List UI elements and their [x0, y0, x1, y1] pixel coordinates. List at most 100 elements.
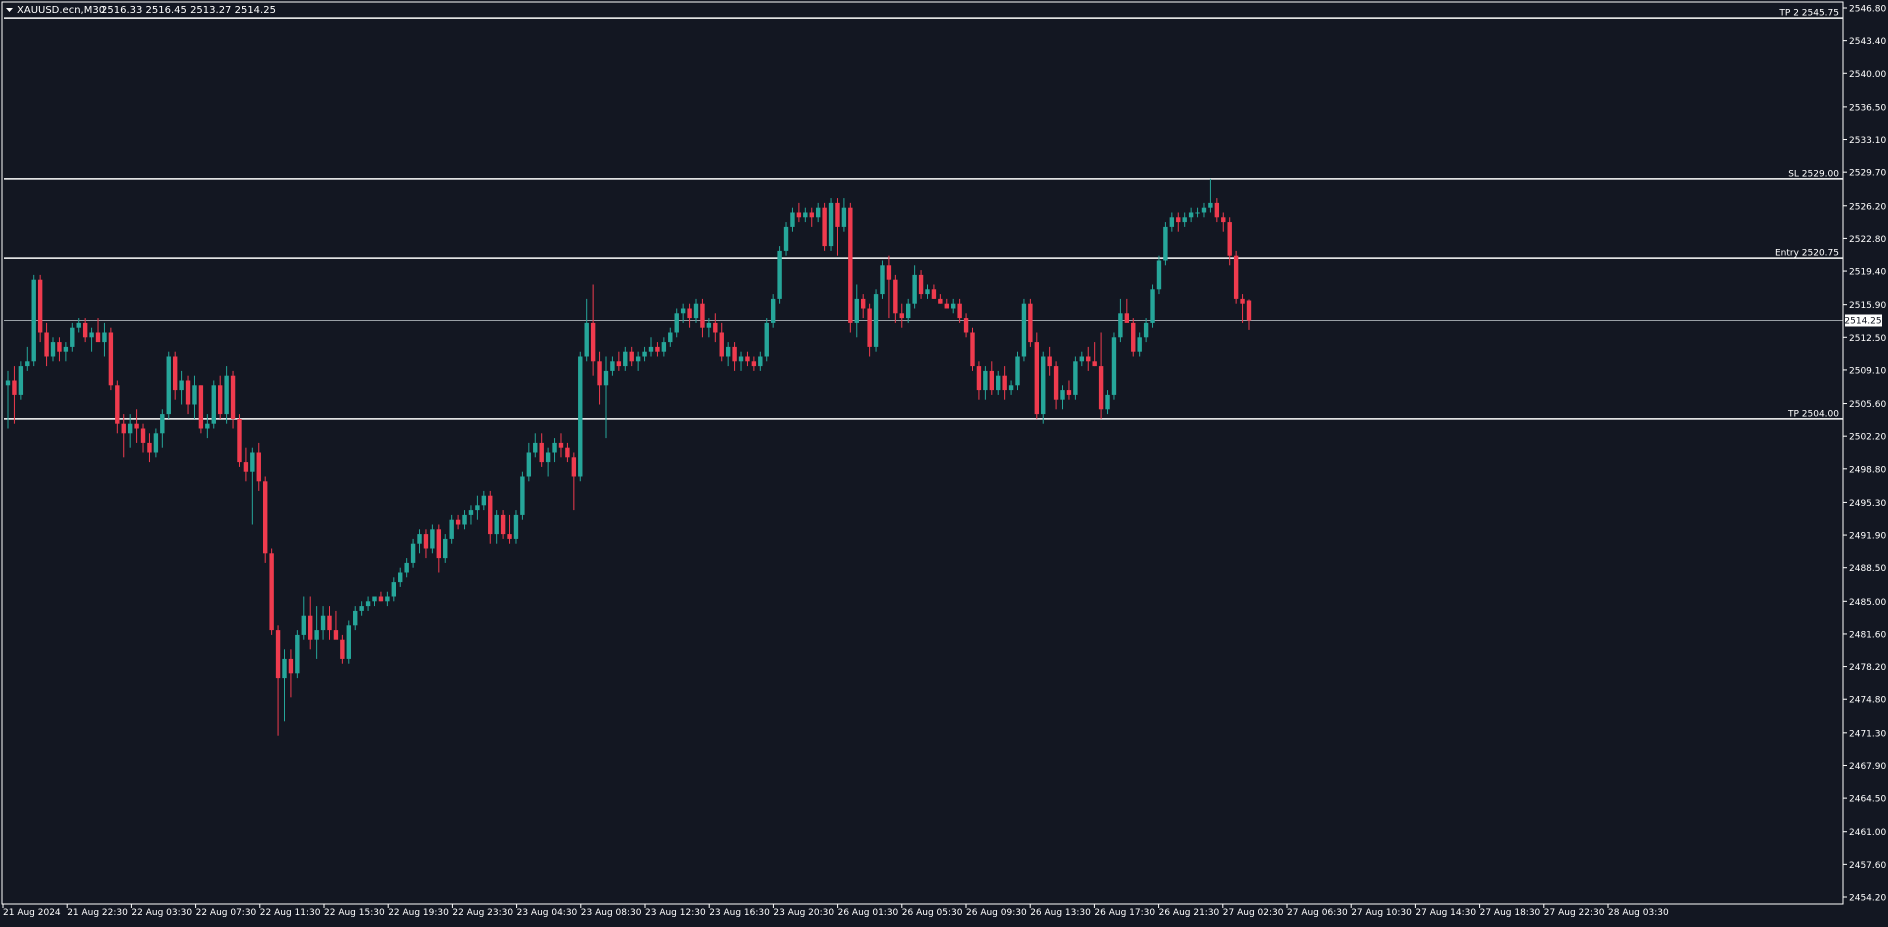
candle-body — [275, 630, 281, 679]
x-axis-tick-label: 23 Aug 04:30 — [517, 908, 578, 918]
candle — [545, 447, 551, 477]
candle-body — [970, 332, 975, 367]
candle-body — [185, 380, 191, 405]
candle-body — [983, 370, 988, 391]
candle — [809, 207, 814, 227]
candle-body — [848, 207, 853, 323]
candle-body — [1131, 322, 1136, 352]
candle-body — [385, 596, 390, 602]
candle — [1143, 318, 1149, 343]
candle — [147, 433, 152, 463]
candle — [102, 322, 107, 357]
candle-body — [725, 346, 731, 357]
candle-body — [391, 582, 396, 597]
x-axis-tick-label: 22 Aug 15:30 — [324, 908, 385, 918]
x-axis-tick-label: 26 Aug 01:30 — [838, 908, 899, 918]
candle — [1124, 298, 1130, 323]
candle — [1163, 222, 1168, 266]
candle-body — [893, 279, 898, 314]
candle — [398, 567, 403, 587]
candle — [770, 294, 776, 328]
candle — [629, 346, 634, 367]
candle — [764, 318, 769, 362]
x-axis-tick-label: 22 Aug 11:30 — [260, 908, 321, 918]
candle — [925, 284, 930, 299]
candle — [494, 510, 499, 544]
candle — [610, 356, 615, 376]
candle — [539, 433, 544, 467]
candle-body — [365, 601, 371, 607]
candle — [269, 548, 274, 635]
candle-body — [243, 462, 249, 472]
candle — [314, 606, 319, 659]
x-axis-tick-label: 26 Aug 09:30 — [966, 908, 1027, 918]
candle — [732, 342, 737, 371]
x-axis-tick-label: 23 Aug 12:30 — [645, 908, 706, 918]
candle-body — [578, 356, 583, 477]
symbol-timeframe: XAUUSD.ecn,M30 — [17, 5, 105, 16]
candle-body — [314, 630, 319, 640]
candle — [938, 294, 943, 304]
candle-body — [867, 308, 872, 347]
candle-body — [738, 356, 744, 362]
candle — [880, 260, 885, 299]
candle — [738, 351, 744, 371]
candle — [815, 202, 821, 223]
candle-body — [1227, 222, 1232, 256]
candle — [179, 370, 184, 405]
candle — [211, 380, 216, 429]
candle — [1227, 217, 1232, 266]
candle-body — [841, 207, 847, 227]
candle-body — [655, 346, 660, 352]
x-axis-tick-label: 27 Aug 06:30 — [1287, 908, 1348, 918]
candle — [963, 313, 969, 338]
candle-body — [809, 212, 814, 218]
candle-body — [481, 495, 487, 506]
candle-body — [462, 514, 467, 525]
x-axis-tick-label: 22 Aug 07:30 — [196, 908, 257, 918]
candle-body — [758, 356, 763, 367]
y-axis-tick-label: 2491.90 — [1849, 532, 1886, 542]
y-axis-tick-label: 2471.30 — [1849, 729, 1886, 739]
candle — [835, 198, 840, 256]
candle — [449, 514, 454, 544]
candle-body — [1098, 366, 1104, 410]
y-axis-tick-label: 2498.80 — [1849, 465, 1886, 475]
x-axis-tick-label: 27 Aug 22:30 — [1544, 908, 1605, 918]
candle-body — [108, 332, 114, 386]
dropdown-triangle-icon[interactable] — [6, 8, 13, 12]
candle — [70, 322, 75, 352]
candle — [507, 514, 512, 544]
candle — [1015, 351, 1020, 391]
candle-body — [346, 625, 351, 659]
candle-body — [217, 385, 223, 415]
candle — [578, 351, 583, 482]
candle-body — [854, 298, 859, 323]
candle — [134, 409, 139, 443]
candle-body — [745, 356, 750, 362]
x-axis-tick-label: 22 Aug 19:30 — [388, 908, 449, 918]
candle — [18, 361, 24, 400]
candle — [1053, 361, 1059, 410]
candle-body — [89, 332, 94, 338]
candle — [82, 318, 88, 343]
candle — [1047, 346, 1052, 376]
candle — [1028, 298, 1033, 347]
candle-body — [1008, 385, 1014, 391]
candle-body — [1111, 337, 1117, 395]
candle — [848, 202, 853, 333]
candle — [1214, 198, 1220, 223]
candle — [1182, 212, 1187, 227]
candle-body — [308, 615, 313, 640]
candle — [513, 510, 519, 544]
candle — [185, 375, 191, 415]
candle-body — [1053, 366, 1059, 400]
candle — [192, 375, 197, 419]
candle — [1066, 380, 1072, 400]
candle-body — [507, 534, 512, 539]
candle — [468, 505, 474, 525]
candle-body — [1233, 255, 1239, 299]
y-axis-tick-label: 2546.80 — [1849, 5, 1886, 15]
candle — [680, 303, 686, 323]
